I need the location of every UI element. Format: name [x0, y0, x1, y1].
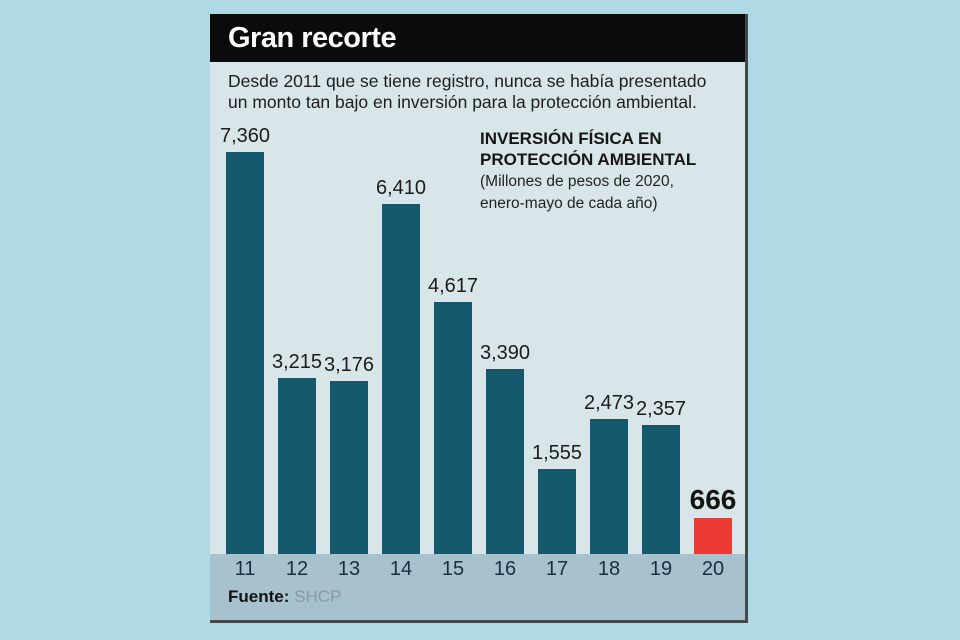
- intro-line-1: Desde 2011 que se tiene registro, nunca …: [228, 71, 707, 91]
- bar-column-12: 3,215: [272, 351, 322, 554]
- bar-value-label: 1,555: [531, 442, 583, 464]
- page-title: Gran recorte: [228, 21, 397, 54]
- bar-value-label: 3,215: [271, 351, 323, 373]
- title-banner: Gran recorte: [210, 14, 745, 62]
- bar-column-17: 1,555: [532, 442, 582, 554]
- bar: [382, 204, 420, 554]
- bar: [590, 419, 628, 554]
- bar-value-label: 2,357: [635, 398, 687, 420]
- bar: [642, 425, 680, 554]
- bar-column-11: 7,360: [220, 125, 270, 554]
- x-axis-label: 20: [701, 558, 725, 580]
- x-axis-label: 18: [597, 558, 621, 580]
- x-axis-label: 17: [545, 558, 569, 580]
- bar-value-label: 666: [689, 484, 737, 515]
- x-axis-label: 15: [441, 558, 465, 580]
- x-axis-label: 16: [493, 558, 517, 580]
- x-axis-label: 19: [649, 558, 673, 580]
- bar-chart: 7,360 3,215 3,176 6,410 4,617 3,390 1,555 2,473…: [220, 125, 736, 554]
- bar-column-19: 2,357: [636, 398, 686, 554]
- bar-value-label: 3,390: [479, 342, 531, 364]
- bar-value-label: 6,410: [375, 177, 427, 199]
- bar: [330, 381, 368, 554]
- chart-title-line-1: INVERSIÓN FÍSICA EN: [480, 129, 662, 148]
- bar-column-13: 3,176: [324, 354, 374, 554]
- bar-column-18: 2,473: [584, 392, 634, 554]
- bar-value-label: 7,360: [219, 125, 271, 147]
- bar: [486, 369, 524, 554]
- x-axis-labels: 11 12 13 14 15 16 17 18 19 20: [226, 558, 732, 581]
- bar-column-16: 3,390: [480, 342, 530, 554]
- chart-title-block: INVERSIÓN FÍSICA EN PROTECCIÓN AMBIENTAL…: [480, 128, 696, 215]
- x-axis-label: 11: [234, 558, 256, 580]
- bar-column-15: 4,617: [428, 275, 478, 554]
- bar: [226, 152, 264, 554]
- source-note: Fuente: SHCP: [228, 587, 341, 607]
- bar: [538, 469, 576, 554]
- bar-column-20: 666: [690, 484, 736, 554]
- x-axis-label: 13: [337, 558, 361, 580]
- x-axis-label: 14: [389, 558, 413, 580]
- chart-title-line-2: PROTECCIÓN AMBIENTAL: [480, 150, 697, 170]
- bar-value-label: 2,473: [583, 392, 635, 414]
- x-axis-label: 12: [285, 558, 309, 580]
- infographic-panel: Gran recorte Desde 2011 que se tiene reg…: [210, 14, 748, 623]
- source-value: SHCP: [294, 587, 342, 606]
- bar: [434, 302, 472, 554]
- x-axis-strip: 11 12 13 14 15 16 17 18 19 20 Fuente: SHCP: [210, 554, 745, 620]
- chart-subtitle-line-1: (Millones de pesos de 2020,: [480, 172, 674, 190]
- source-label: Fuente:: [228, 587, 290, 606]
- bar-highlight: [694, 518, 732, 554]
- bar-column-14: 6,410: [376, 177, 426, 554]
- chart-subtitle-line-2: enero-mayo de cada año): [480, 194, 658, 212]
- intro-text: Desde 2011 que se tiene registro, nunca …: [210, 62, 745, 113]
- intro-line-2: un monto tan bajo en inversión para la p…: [228, 92, 697, 112]
- bar: [278, 378, 316, 554]
- bar-value-label: 4,617: [427, 275, 479, 297]
- bar-value-label: 3,176: [323, 354, 375, 376]
- chart-body: Desde 2011 que se tiene registro, nunca …: [210, 62, 745, 620]
